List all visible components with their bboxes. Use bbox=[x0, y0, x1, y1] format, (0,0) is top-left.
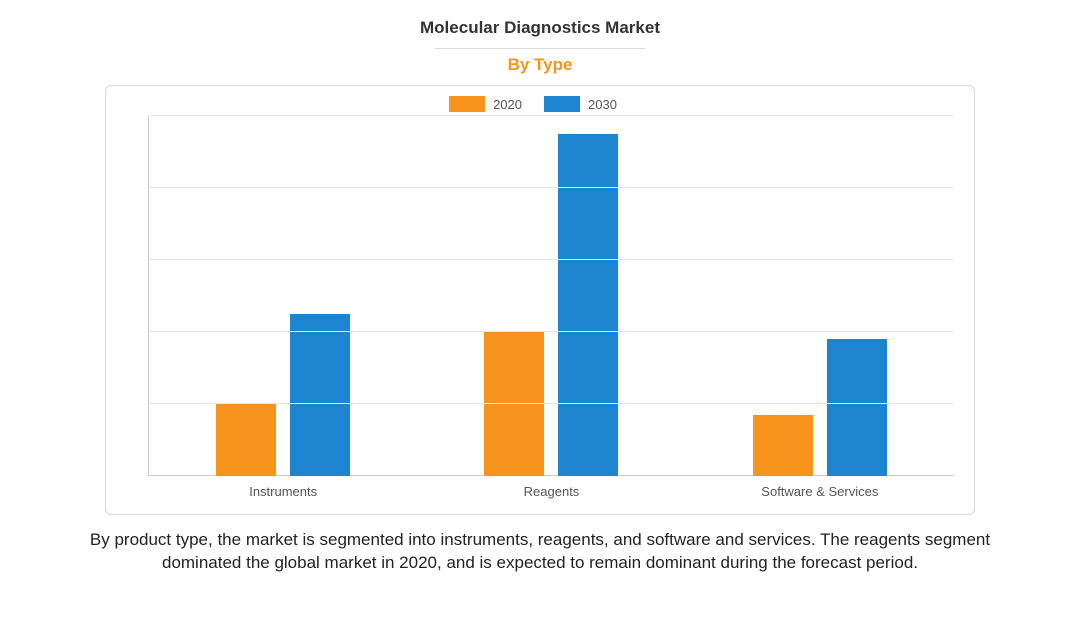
gridline bbox=[149, 331, 954, 332]
chart-subtitle: By Type bbox=[508, 55, 573, 75]
chart-container: Molecular Diagnostics Market By Type 202… bbox=[0, 0, 1080, 575]
bar-reagents-2020 bbox=[484, 332, 544, 476]
bar-instruments-2020 bbox=[216, 404, 276, 476]
bar-software-2030 bbox=[827, 339, 887, 476]
plot-row bbox=[126, 116, 954, 476]
bar-instruments-2030 bbox=[290, 314, 350, 476]
chart-legend: 2020 2030 bbox=[126, 96, 954, 112]
x-label-software-services: Software & Services bbox=[686, 476, 954, 499]
chart-frame: 2020 2030 bbox=[105, 85, 975, 515]
group-reagents bbox=[417, 116, 685, 476]
group-instruments bbox=[149, 116, 417, 476]
x-label-reagents: Reagents bbox=[417, 476, 685, 499]
legend-label-2030: 2030 bbox=[588, 97, 617, 112]
chart-title: Molecular Diagnostics Market bbox=[420, 18, 660, 38]
plot-area bbox=[149, 116, 954, 476]
x-axis-labels: Instruments Reagents Software & Services bbox=[149, 476, 954, 499]
legend-label-2020: 2020 bbox=[493, 97, 522, 112]
gridline bbox=[149, 259, 954, 260]
gridline bbox=[149, 187, 954, 188]
legend-swatch-2030 bbox=[544, 96, 580, 112]
bar-software-2020 bbox=[753, 415, 813, 476]
gridline bbox=[149, 403, 954, 404]
chart-caption: By product type, the market is segmented… bbox=[50, 529, 1030, 575]
gridline bbox=[149, 115, 954, 116]
title-underline bbox=[435, 48, 645, 49]
bar-groups bbox=[149, 116, 954, 476]
legend-swatch-2020 bbox=[449, 96, 485, 112]
bar-reagents-2030 bbox=[558, 134, 618, 476]
x-label-instruments: Instruments bbox=[149, 476, 417, 499]
group-software-services bbox=[686, 116, 954, 476]
